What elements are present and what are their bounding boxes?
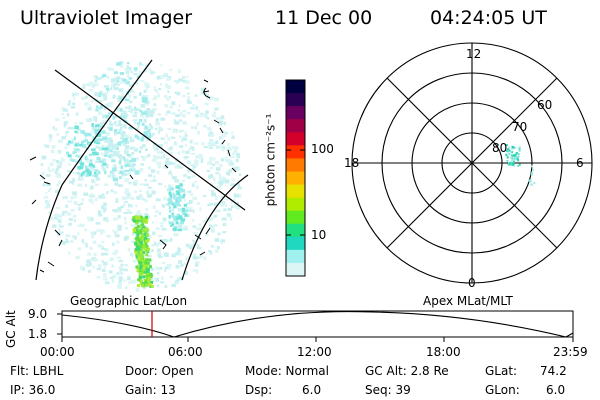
- colorbar-segment: [286, 80, 305, 94]
- colorbar-unit-label: photon cm⁻²s⁻¹: [263, 113, 278, 207]
- glat-value: 74.2: [540, 364, 567, 378]
- time-tick-1200: 12:00: [297, 345, 332, 359]
- apex-panel-title: Apex MLat/MLT: [423, 294, 513, 308]
- colorbar-segment: [286, 262, 305, 277]
- colorbar-segment: [286, 171, 305, 186]
- geographic-image: [29, 59, 249, 292]
- colorbar-segment: [286, 184, 305, 199]
- geo-grid-line: [35, 184, 63, 281]
- mlt-label-0: 0: [468, 276, 476, 290]
- altitude-tick-9: 9.0: [28, 307, 48, 321]
- colorbar-ticks: [286, 149, 305, 236]
- colorbar-segment: [286, 223, 305, 238]
- colorbar-segment: [286, 145, 305, 159]
- glon-value: 6.0: [546, 383, 566, 397]
- time-tick-0600: 06:00: [168, 345, 203, 359]
- filter-status: Flt: LBHL: [10, 364, 64, 378]
- ip-status: IP: 36.0: [10, 383, 56, 397]
- lat-label-70: 70: [512, 120, 528, 134]
- door-status: Door: Open: [125, 364, 194, 378]
- date-label: 11 Dec 00: [275, 7, 373, 29]
- altitude-y-label: GC Alt: [4, 310, 18, 348]
- time-tick-2359: 23:59: [553, 345, 588, 359]
- colorbar-segment: [286, 249, 305, 264]
- mlt-label-12: 12: [466, 47, 482, 61]
- time-tick-1800: 18:00: [426, 345, 461, 359]
- time-tick-0000: 00:00: [40, 345, 75, 359]
- dsp-value: 6.0: [302, 383, 322, 397]
- colorbar-segment: [286, 93, 305, 107]
- glon-label: GLon:: [485, 383, 520, 397]
- coastlines: [29, 79, 237, 273]
- colorbar-tick-100: 100: [311, 142, 334, 156]
- colorbar-segment: [286, 158, 305, 172]
- geo-panel-title: Geographic Lat/Lon: [70, 294, 188, 308]
- gc-alt-status: GC Alt: 2.8 Re: [365, 364, 449, 378]
- colorbar-segment: [286, 197, 305, 212]
- colorbar-segment: [286, 236, 305, 251]
- colorbar-segment: [286, 119, 305, 133]
- mlt-label-6: 6: [576, 156, 584, 170]
- geo-grid-line: [181, 174, 249, 281]
- lat-label-60: 60: [537, 98, 553, 112]
- seq-status: Seq: 39: [365, 383, 411, 397]
- instrument-title: Ultraviolet Imager: [20, 7, 193, 29]
- altitude-tick-1-8: 1.8: [28, 327, 48, 341]
- color-scale-bar: [285, 79, 306, 277]
- lat-label-80: 80: [492, 141, 508, 155]
- time-label: 04:24:05 UT: [430, 7, 547, 29]
- colorbar-segment: [286, 106, 305, 120]
- altitude-curve: [61, 310, 574, 338]
- colorbar-frame: [285, 79, 306, 277]
- geo-grid-line: [54, 69, 246, 211]
- glat-label: GLat:: [485, 364, 518, 378]
- geo-grid-line: [61, 59, 153, 186]
- polar-plot: [351, 42, 593, 284]
- altitude-plot: [57, 310, 574, 342]
- colorbar-segment: [286, 210, 305, 225]
- dsp-label: Dsp:: [245, 383, 273, 397]
- mlt-label-18: 18: [344, 156, 360, 170]
- polar-auroral-emission: [505, 144, 536, 186]
- gain-status: Gain: 13: [125, 383, 176, 397]
- colorbar-tick-10: 10: [311, 228, 327, 242]
- colorbar-segment: [286, 132, 305, 146]
- mode-status: Mode: Normal: [245, 364, 329, 378]
